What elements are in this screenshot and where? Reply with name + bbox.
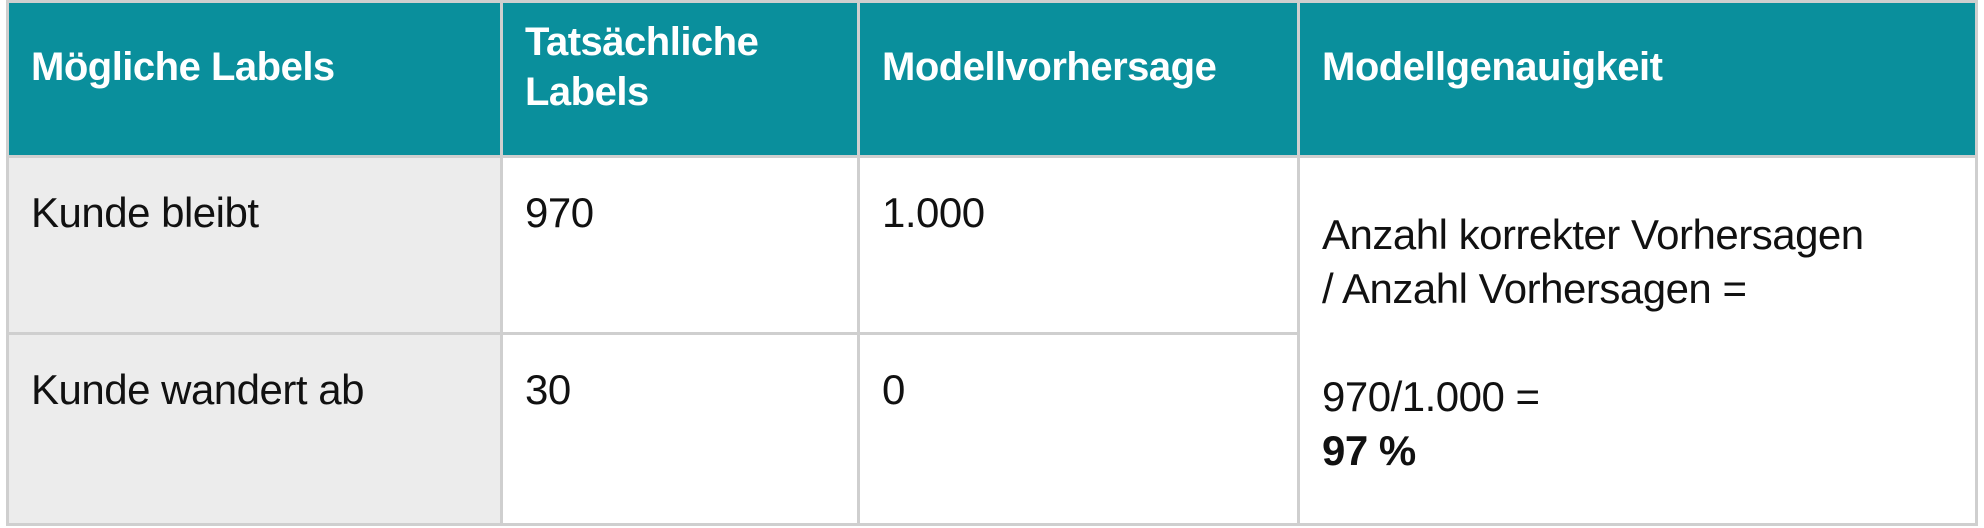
- row-label: Kunde wandert ab: [6, 332, 503, 526]
- header-actual-labels: Tatsächliche Labels: [500, 0, 860, 158]
- header-model-accuracy: Modellgenauigkeit: [1297, 0, 1978, 158]
- table-row: Kunde bleibt 970 1.000 Anzahl korrekter …: [6, 155, 1978, 526]
- header-text: Mögliche Labels: [31, 45, 335, 89]
- header-model-prediction: Modellvorhersage: [857, 0, 1300, 158]
- accuracy-table: Mögliche Labels Tatsächliche Labels Mode…: [6, 0, 1978, 526]
- actual-value: 970: [500, 155, 860, 335]
- table-row: Kunde wandert ab 30 0: [6, 332, 1977, 526]
- header-text: Modellgenauigkeit: [1322, 45, 1663, 89]
- predicted-value: 1.000: [857, 155, 1300, 335]
- header-text: Tatsächliche Labels: [525, 20, 759, 114]
- header-possible-labels: Mögliche Labels: [6, 0, 503, 158]
- predicted-value: 0: [857, 332, 1300, 526]
- row-label: Kunde bleibt: [6, 155, 503, 335]
- header-text: Modellvorhersage: [882, 45, 1217, 89]
- header-row: Mögliche Labels Tatsächliche Labels Mode…: [6, 0, 1978, 158]
- calculation: 970/1.000 =: [1322, 373, 1540, 420]
- formula-line1: Anzahl korrekter Vorhersagen: [1322, 211, 1864, 258]
- accuracy-cell: Anzahl korrekter Vorhersagen / Anzahl Vo…: [1297, 155, 1978, 526]
- formula-line2: / Anzahl Vorhersagen =: [1322, 265, 1747, 312]
- actual-value: 30: [500, 332, 860, 526]
- accuracy-result: 97 %: [1322, 427, 1416, 474]
